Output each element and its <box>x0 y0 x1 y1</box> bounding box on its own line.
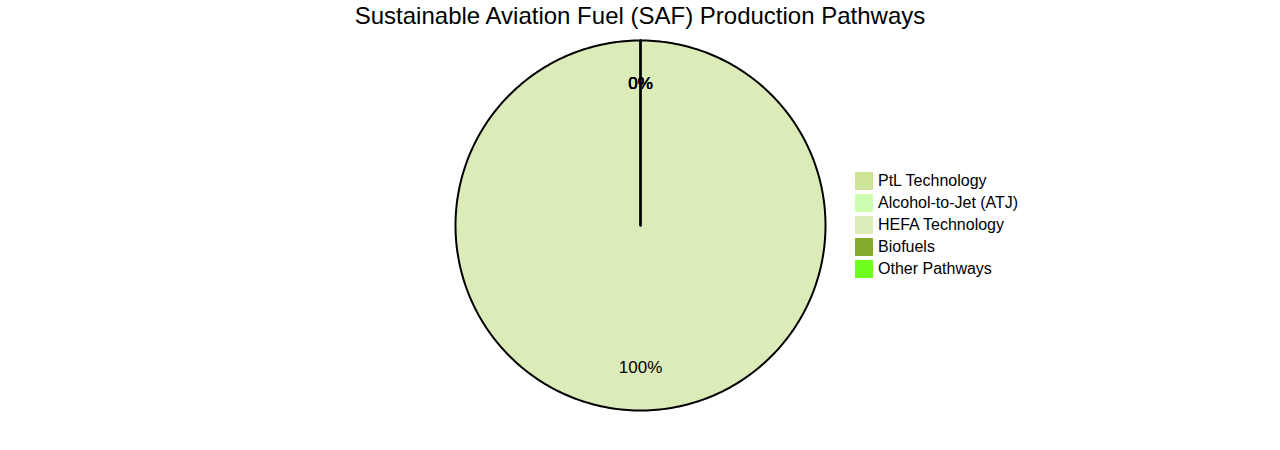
html-text:Other Pathways: Other Pathways <box>878 260 992 277</box>
svg-text:0%: 0% <box>628 73 653 92</box>
html-text:PtL Technology: PtL Technology <box>878 172 987 189</box>
html-text:Biofuels: Biofuels <box>878 238 935 255</box>
svg-text:0%: 0% <box>628 73 653 92</box>
svg-text:100%: 100% <box>619 358 662 377</box>
html-text:Alcohol-to-Jet (ATJ): Alcohol-to-Jet (ATJ) <box>878 194 1019 211</box>
html-text:Sustainable Aviation Fuel (SAF: Sustainable Aviation Fuel (SAF) Producti… <box>354 2 926 29</box>
svg-text:0%: 0% <box>628 73 653 92</box>
svg-text:0%: 0% <box>628 73 653 92</box>
html-text:HEFA Technology: HEFA Technology <box>878 216 1004 233</box>
